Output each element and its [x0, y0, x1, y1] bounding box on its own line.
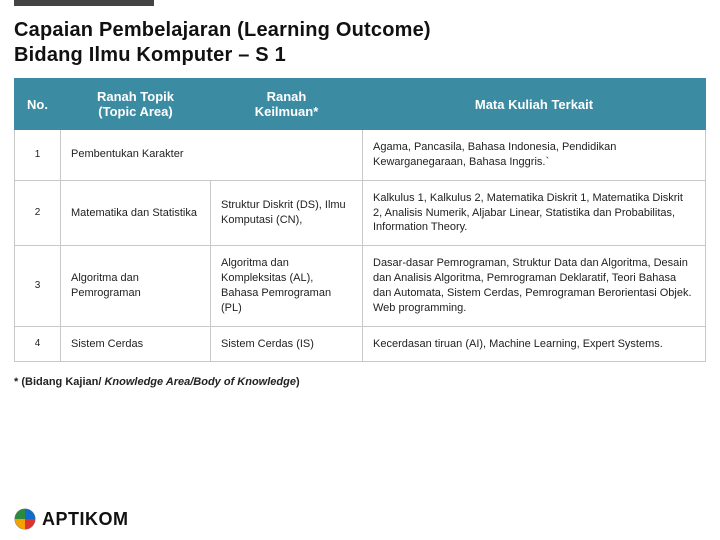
logo-mark-icon [14, 508, 36, 530]
table-row: 4Sistem CerdasSistem Cerdas (IS)Kecerdas… [15, 326, 706, 362]
cell-no: 1 [15, 130, 61, 181]
table-row: 3Algoritma dan PemrogramanAlgoritma dan … [15, 246, 706, 326]
page-title-block: Capaian Pembelajaran (Learning Outcome) … [0, 6, 720, 78]
col-header-topic-line1: Ranah Topik [69, 89, 202, 104]
cell-topic: Pembentukan Karakter [61, 130, 363, 181]
cell-topic: Algoritma dan Pemrograman [61, 246, 211, 326]
cell-mk: Kalkulus 1, Kalkulus 2, Matematika Diskr… [363, 180, 706, 246]
logo: APTIKOM [14, 508, 129, 530]
footnote-suffix: ) [296, 376, 300, 388]
col-header-no-label: No. [27, 97, 48, 112]
footnote-prefix: * (Bidang Kajian/ [14, 376, 104, 388]
table-row: 2Matematika dan StatistikaStruktur Diskr… [15, 180, 706, 246]
col-header-mk-label: Mata Kuliah Terkait [475, 97, 593, 112]
col-header-topic-line2: (Topic Area) [69, 104, 202, 119]
table-row: 1Pembentukan KarakterAgama, Pancasila, B… [15, 130, 706, 181]
cell-mk: Dasar-dasar Pemrograman, Struktur Data d… [363, 246, 706, 326]
page-title-line1: Capaian Pembelajaran (Learning Outcome) [14, 18, 706, 43]
cell-keilmuan: Sistem Cerdas (IS) [211, 326, 363, 362]
col-header-keilmuan-line1: Ranah [219, 89, 354, 104]
footnote: * (Bidang Kajian/ Knowledge Area/Body of… [0, 362, 720, 388]
cell-no: 3 [15, 246, 61, 326]
cell-mk: Kecerdasan tiruan (AI), Machine Learning… [363, 326, 706, 362]
cell-keilmuan: Struktur Diskrit (DS), Ilmu Komputasi (C… [211, 180, 363, 246]
footnote-italic: Knowledge Area/Body of Knowledge [104, 376, 296, 388]
outcome-table-head: No. Ranah Topik (Topic Area) Ranah Keilm… [15, 79, 706, 130]
outcome-table-wrap: No. Ranah Topik (Topic Area) Ranah Keilm… [0, 78, 720, 362]
page-title-line2: Bidang Ilmu Komputer – S 1 [14, 43, 706, 68]
cell-mk: Agama, Pancasila, Bahasa Indonesia, Pend… [363, 130, 706, 181]
cell-no: 2 [15, 180, 61, 246]
col-header-mk: Mata Kuliah Terkait [363, 79, 706, 130]
cell-topic: Matematika dan Statistika [61, 180, 211, 246]
cell-topic: Sistem Cerdas [61, 326, 211, 362]
col-header-keilmuan-line2: Keilmuan* [219, 104, 354, 119]
logo-text: APTIKOM [42, 509, 129, 530]
cell-no: 4 [15, 326, 61, 362]
col-header-keilmuan: Ranah Keilmuan* [211, 79, 363, 130]
outcome-table: No. Ranah Topik (Topic Area) Ranah Keilm… [14, 78, 706, 362]
col-header-no: No. [15, 79, 61, 130]
cell-keilmuan: Algoritma dan Kompleksitas (AL), Bahasa … [211, 246, 363, 326]
col-header-topic: Ranah Topik (Topic Area) [61, 79, 211, 130]
outcome-table-body: 1Pembentukan KarakterAgama, Pancasila, B… [15, 130, 706, 362]
